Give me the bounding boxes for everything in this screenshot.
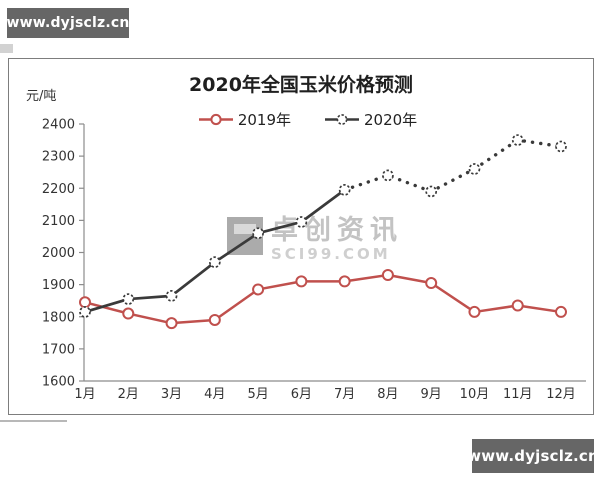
chart-legend: 2019年 2020年 [9, 109, 593, 130]
svg-text:1700: 1700 [42, 342, 75, 357]
edge-artifact-bottom [0, 420, 67, 422]
watermark-bottom-right: www.dyjsclz.cn [467, 439, 599, 473]
legend-marker-2020-icon [325, 114, 359, 125]
svg-text:2300: 2300 [42, 150, 75, 165]
svg-text:1900: 1900 [42, 278, 75, 293]
watermark-site-text: www.dyjsclz.cn [467, 447, 599, 465]
svg-text:2000: 2000 [42, 246, 75, 261]
edge-artifact-top [0, 44, 13, 53]
svg-text:8月: 8月 [377, 387, 398, 402]
legend-item-2020: 2020年 [325, 109, 417, 130]
svg-text:1月: 1月 [74, 387, 95, 402]
svg-text:3月: 3月 [161, 387, 182, 402]
svg-text:7月: 7月 [334, 387, 355, 402]
legend-item-2019: 2019年 [198, 109, 291, 130]
svg-text:6月: 6月 [291, 387, 312, 402]
chart-frame: 2020年全国玉米价格预测 元/吨 2019年 2020年 卓创 [8, 58, 594, 415]
watermark-site-text: www.dyjsclz.cn [6, 15, 130, 31]
svg-text:10月: 10月 [460, 387, 490, 402]
svg-text:2100: 2100 [42, 214, 75, 229]
svg-text:2200: 2200 [42, 182, 75, 197]
legend-label-2020: 2020年 [364, 111, 418, 129]
svg-text:11月: 11月 [503, 387, 533, 402]
svg-text:4月: 4月 [204, 387, 225, 402]
svg-text:1800: 1800 [42, 310, 75, 325]
svg-text:9月: 9月 [421, 387, 442, 402]
y-axis-unit-label: 元/吨 [26, 89, 57, 104]
price-chart: 1600 1700 1800 1900 2000 2100 2200 2300 2400 1月 2月… [42, 118, 586, 402]
svg-text:1600: 1600 [42, 375, 75, 390]
svg-text:2月: 2月 [118, 387, 139, 402]
legend-label-2019: 2019年 [237, 111, 291, 129]
svg-text:12月: 12月 [546, 387, 576, 402]
chart-title: 2020年全国玉米价格预测 [189, 74, 413, 96]
watermark-top-left: www.dyjsclz.cn [6, 8, 130, 38]
legend-marker-2019-icon [198, 113, 233, 126]
svg-text:5月: 5月 [247, 387, 268, 402]
svg-text:2400: 2400 [42, 118, 75, 133]
